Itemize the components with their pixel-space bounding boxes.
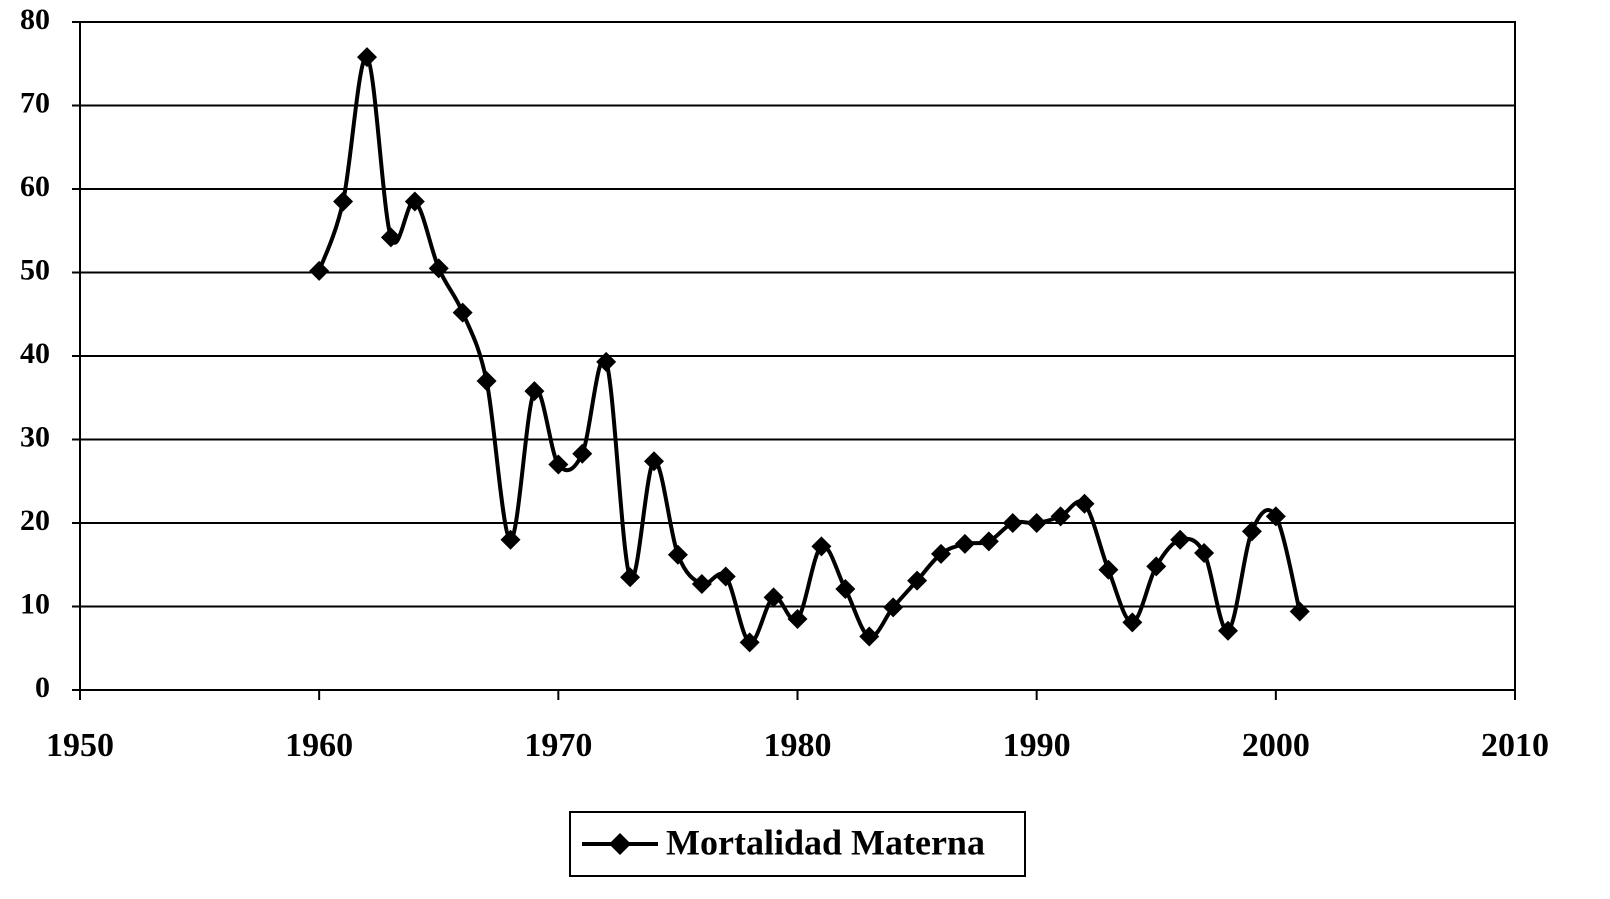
marker (548, 454, 569, 475)
marker (1050, 506, 1071, 527)
marker (1194, 543, 1215, 564)
marker (596, 351, 617, 372)
marker (763, 587, 784, 608)
x-tick-label: 1950 (46, 727, 114, 764)
marker (1146, 556, 1167, 577)
y-tick-label: 80 (20, 3, 50, 36)
marker (1218, 620, 1238, 641)
marker (1074, 493, 1095, 514)
marker (524, 381, 545, 402)
marker (309, 260, 330, 281)
marker (476, 371, 497, 392)
marker (811, 536, 832, 557)
marker (644, 451, 664, 472)
marker (333, 191, 354, 212)
marker (620, 567, 641, 588)
marker (404, 191, 425, 212)
marker (1241, 521, 1262, 542)
marker (1265, 506, 1286, 527)
marker (978, 531, 999, 552)
marker (452, 302, 473, 323)
y-tick-label: 0 (35, 671, 50, 704)
y-tick-label: 70 (20, 86, 50, 119)
legend-label: Mortalidad Materna (666, 822, 985, 862)
y-tick-label: 50 (20, 253, 50, 286)
marker (1289, 601, 1310, 622)
marker (739, 632, 760, 653)
marker (1122, 612, 1143, 633)
series-line (317, 55, 1302, 645)
y-tick-label: 20 (20, 504, 50, 537)
marker (380, 227, 401, 248)
marker (931, 543, 951, 564)
marker (428, 258, 449, 279)
marker (357, 47, 377, 68)
x-tick-label: 2000 (1242, 727, 1310, 764)
x-tick-label: 2010 (1481, 727, 1549, 764)
marker (691, 573, 712, 594)
marker (572, 443, 593, 464)
x-tick-label: 1990 (1003, 727, 1071, 764)
marker (883, 597, 904, 618)
marker (907, 570, 928, 591)
x-tick-label: 1980 (764, 727, 832, 764)
y-tick-label: 10 (20, 587, 50, 620)
x-tick-label: 1960 (285, 727, 353, 764)
marker (1026, 513, 1047, 533)
marker (1098, 559, 1119, 580)
marker (500, 529, 521, 550)
y-tick-label: 60 (20, 170, 50, 203)
marker (835, 578, 856, 599)
x-tick-label: 1970 (524, 727, 592, 764)
marker (1170, 529, 1191, 550)
y-tick-label: 40 (20, 337, 50, 370)
marker (787, 609, 808, 630)
marker (1002, 513, 1023, 533)
y-tick-label: 30 (20, 420, 50, 453)
legend-marker (609, 833, 631, 855)
marker (715, 566, 736, 587)
marker (954, 533, 975, 554)
marker (667, 544, 688, 565)
marker (859, 626, 880, 647)
